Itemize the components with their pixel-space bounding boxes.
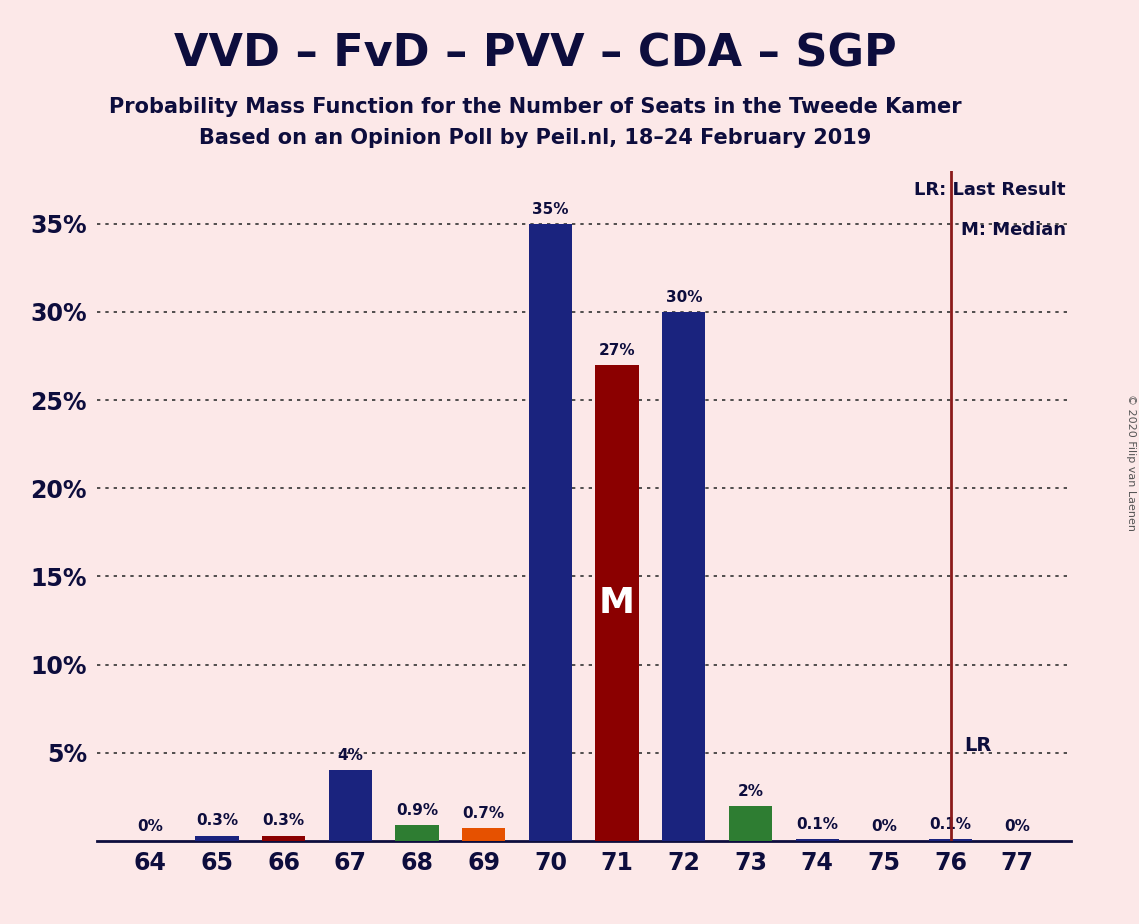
Text: 0.1%: 0.1% (929, 817, 972, 832)
Text: LR: LR (964, 736, 991, 755)
Text: © 2020 Filip van Laenen: © 2020 Filip van Laenen (1126, 394, 1136, 530)
Text: 4%: 4% (337, 748, 363, 763)
Bar (662, 312, 705, 841)
Bar (528, 224, 572, 841)
Bar (795, 839, 838, 841)
Bar (462, 829, 506, 841)
Bar (929, 839, 973, 841)
Text: VVD – FvD – PVV – CDA – SGP: VVD – FvD – PVV – CDA – SGP (174, 32, 896, 76)
Text: 0.7%: 0.7% (462, 807, 505, 821)
Bar (195, 835, 238, 841)
Text: 0%: 0% (871, 819, 896, 833)
Bar (395, 825, 439, 841)
Text: 35%: 35% (532, 201, 568, 217)
Text: 0%: 0% (137, 819, 163, 833)
Bar (329, 771, 372, 841)
Bar (596, 365, 639, 841)
Text: LR: Last Result: LR: Last Result (915, 181, 1066, 199)
Bar (262, 835, 305, 841)
Text: 0.1%: 0.1% (796, 817, 838, 832)
Text: 0%: 0% (1005, 819, 1031, 833)
Text: 2%: 2% (737, 784, 763, 798)
Text: M: Median: M: Median (961, 221, 1066, 239)
Text: M: M (599, 586, 636, 620)
Text: Probability Mass Function for the Number of Seats in the Tweede Kamer: Probability Mass Function for the Number… (109, 97, 961, 117)
Text: 0.3%: 0.3% (196, 813, 238, 829)
Text: 27%: 27% (599, 343, 636, 358)
Text: Based on an Opinion Poll by Peil.nl, 18–24 February 2019: Based on an Opinion Poll by Peil.nl, 18–… (199, 128, 871, 148)
Text: 0.3%: 0.3% (262, 813, 304, 829)
Text: 30%: 30% (665, 290, 702, 305)
Bar (729, 806, 772, 841)
Text: 0.9%: 0.9% (396, 803, 439, 818)
